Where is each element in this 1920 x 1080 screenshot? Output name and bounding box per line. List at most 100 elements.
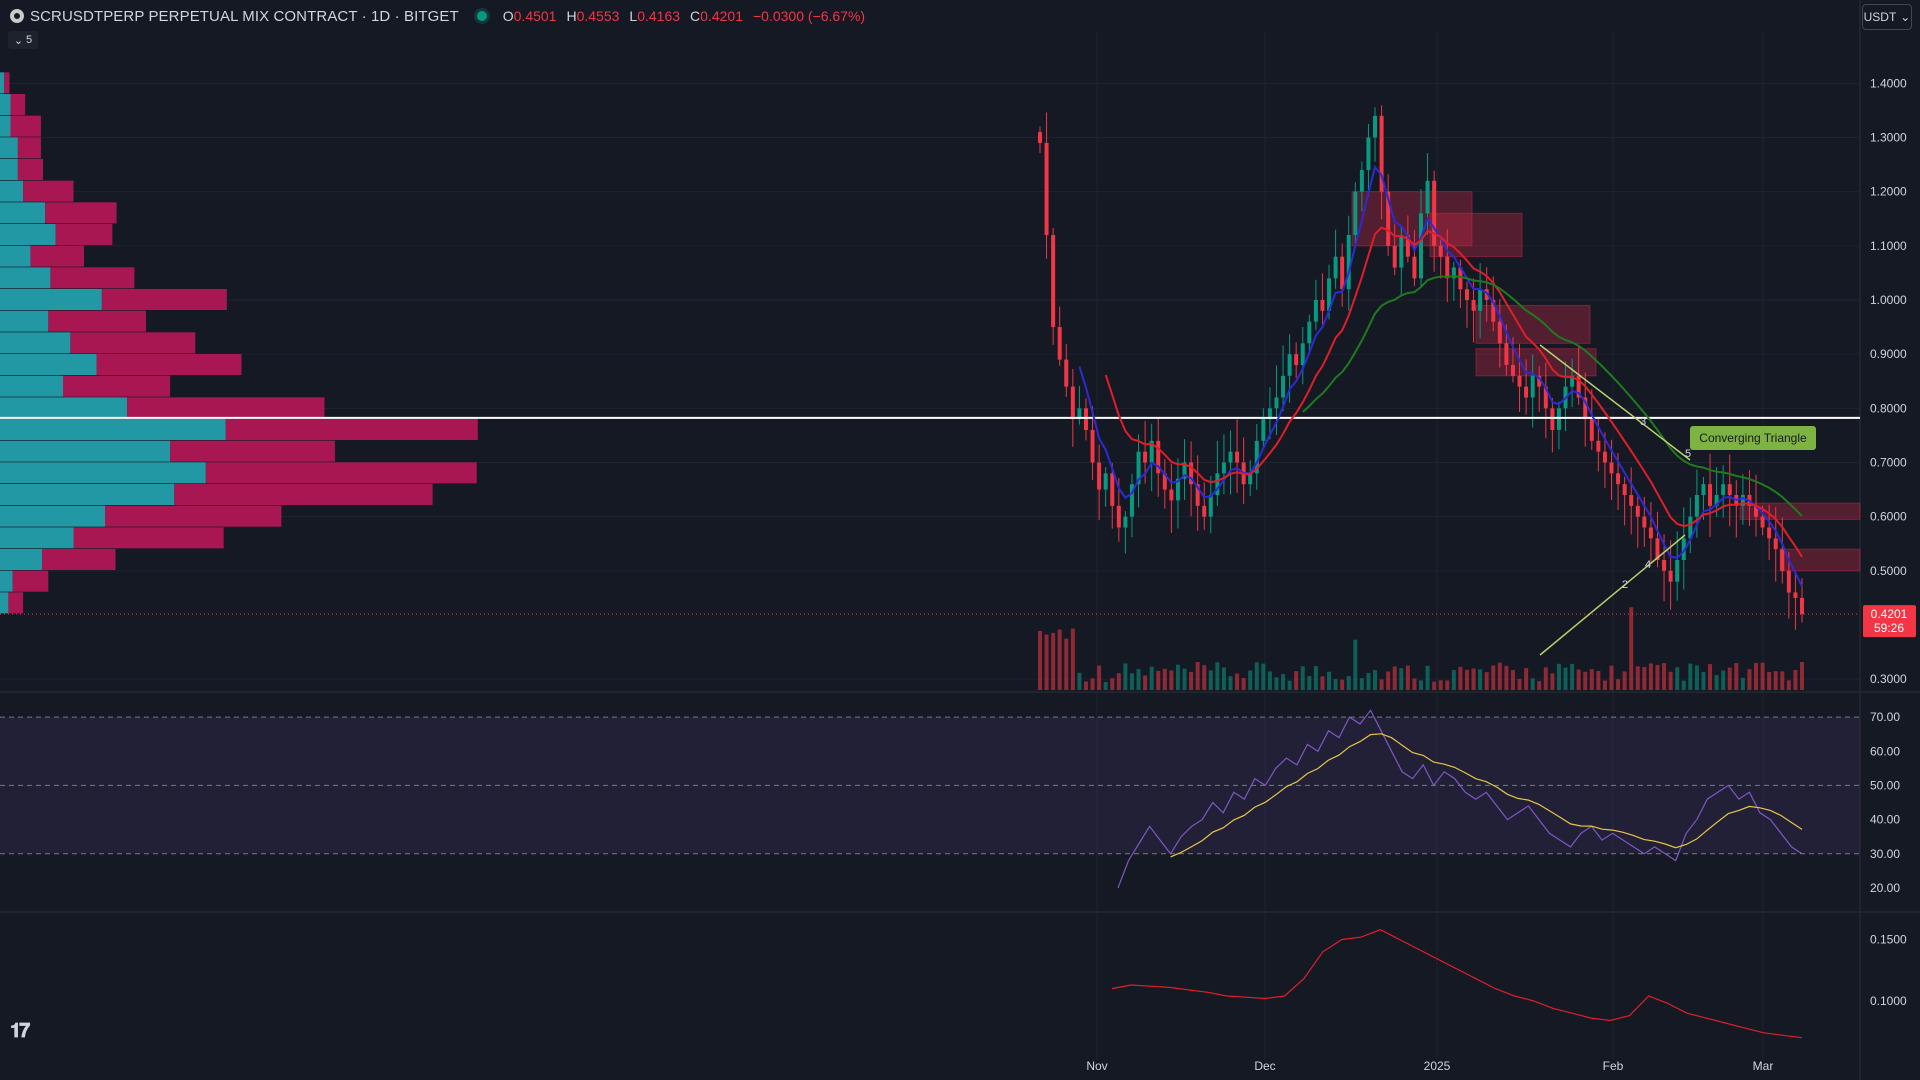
volume-bar: [1346, 675, 1351, 690]
vp-down-bar: [48, 310, 146, 332]
volatility-line: [1111, 929, 1803, 1039]
volume-bar: [1136, 669, 1141, 690]
vp-down-bar: [45, 202, 117, 224]
volume-bar: [1635, 666, 1640, 690]
candle-body: [1070, 386, 1075, 420]
supply-zone: [1429, 212, 1523, 258]
candle-body: [1346, 235, 1351, 290]
volume-bar: [1478, 669, 1483, 690]
time-tick-label: Feb: [1603, 1059, 1624, 1073]
volume-bar: [1057, 629, 1062, 690]
volume-bar: [1721, 670, 1726, 690]
price-tick-label: 0.8000: [1870, 401, 1907, 415]
volume-bar: [1248, 670, 1253, 690]
currency-label: USDT: [1863, 10, 1897, 24]
volume-bar: [1129, 673, 1134, 690]
currency-select[interactable]: USDT ⌄: [1862, 4, 1912, 30]
ema-mid-line: [1104, 226, 1803, 558]
volume-bar: [1195, 662, 1200, 690]
candle-body: [1261, 419, 1266, 441]
price-tick-label: 1.0000: [1870, 293, 1907, 307]
vp-down-bar: [170, 440, 335, 462]
symbol-title[interactable]: SCRUSDTPERP PERPETUAL MIX CONTRACT · 1D …: [30, 7, 459, 25]
volume-bar: [1241, 677, 1246, 690]
vp-down-bar: [101, 289, 227, 310]
candle-body: [1497, 321, 1502, 344]
price-tick-label: 0.5000: [1870, 564, 1907, 578]
volume-bar: [1333, 679, 1338, 690]
price-tick-label: 1.4000: [1870, 76, 1907, 90]
volume-bar: [1609, 665, 1614, 690]
candle-body: [1721, 484, 1726, 495]
volume-bar: [1576, 669, 1581, 690]
indicators-collapse-button[interactable]: ⌄ 5: [8, 31, 38, 49]
vp-down-bar: [70, 332, 196, 354]
rsi-tick-label: 60.00: [1870, 744, 1900, 758]
volume-bar: [1727, 667, 1732, 690]
vp-down-bar: [50, 267, 135, 289]
candle-body: [1484, 289, 1489, 300]
exchange-logo-icon: [10, 9, 24, 23]
price-tick-label: 0.6000: [1870, 510, 1907, 524]
time-axis: Nov Dec 2025 Feb Mar: [1086, 1059, 1773, 1073]
candle-body: [1556, 408, 1561, 430]
volume-bar: [1602, 680, 1607, 690]
volume-bar: [1556, 663, 1561, 690]
candle-body: [1662, 560, 1667, 571]
vp-down-bar: [42, 549, 116, 570]
volume-bar: [1688, 663, 1693, 690]
volume-bar: [1432, 681, 1437, 690]
volume-bar: [1221, 667, 1226, 690]
candle-body: [1655, 538, 1660, 560]
volume-bar: [1747, 669, 1752, 690]
candle-body: [1668, 570, 1673, 582]
volume-bar: [1123, 663, 1128, 690]
volume-bar: [1169, 670, 1174, 690]
candle-body: [1189, 462, 1194, 485]
volume-bar: [1537, 681, 1542, 690]
volume-bar: [1097, 665, 1102, 690]
candle-body: [1642, 516, 1647, 528]
time-tick-label: Mar: [1753, 1059, 1774, 1073]
candle-body: [1267, 408, 1272, 420]
volume-bar: [1701, 672, 1706, 690]
ema-slow-line: [1302, 275, 1803, 517]
volume-bar: [1675, 667, 1680, 690]
candle-body: [1451, 267, 1456, 279]
vp-down-bar: [105, 505, 282, 527]
vp-down-bar: [30, 245, 84, 267]
rsi-ma-line: [1170, 733, 1803, 858]
candle-body: [1379, 115, 1384, 192]
volume-bar: [1044, 634, 1049, 690]
volume-bar: [1668, 671, 1673, 690]
candle-body: [1399, 235, 1404, 268]
candle-body: [1727, 484, 1732, 495]
candle-body: [1438, 245, 1443, 257]
volume-bar: [1570, 663, 1575, 690]
vp-up-bar: [0, 245, 31, 267]
vp-up-bar: [0, 375, 63, 397]
volume-bar: [1064, 638, 1069, 690]
rsi-tick-label: 50.00: [1870, 778, 1900, 792]
triangle-upper-line: [1539, 344, 1691, 461]
candle-body: [1780, 549, 1785, 571]
vp-down-bar: [10, 94, 26, 115]
volume-bar: [1353, 639, 1358, 690]
volume-bar: [1510, 670, 1515, 690]
vp-down-bar: [73, 527, 224, 549]
vp-up-bar: [0, 505, 105, 527]
high-value: 0.4553: [576, 8, 620, 24]
annotation-label: Converging Triangle: [1699, 431, 1807, 445]
volume-bar: [1471, 668, 1476, 690]
candle-body: [1740, 495, 1745, 506]
vp-down-bar: [10, 115, 41, 137]
volume-bar: [1103, 681, 1108, 690]
candle-body: [1300, 343, 1305, 365]
close-key: C: [690, 8, 701, 24]
candle-body: [1708, 484, 1713, 506]
candle-body: [1701, 484, 1706, 495]
volume-bar: [1294, 671, 1299, 690]
annotation-box: [1690, 426, 1816, 450]
candle-body: [1504, 343, 1509, 365]
